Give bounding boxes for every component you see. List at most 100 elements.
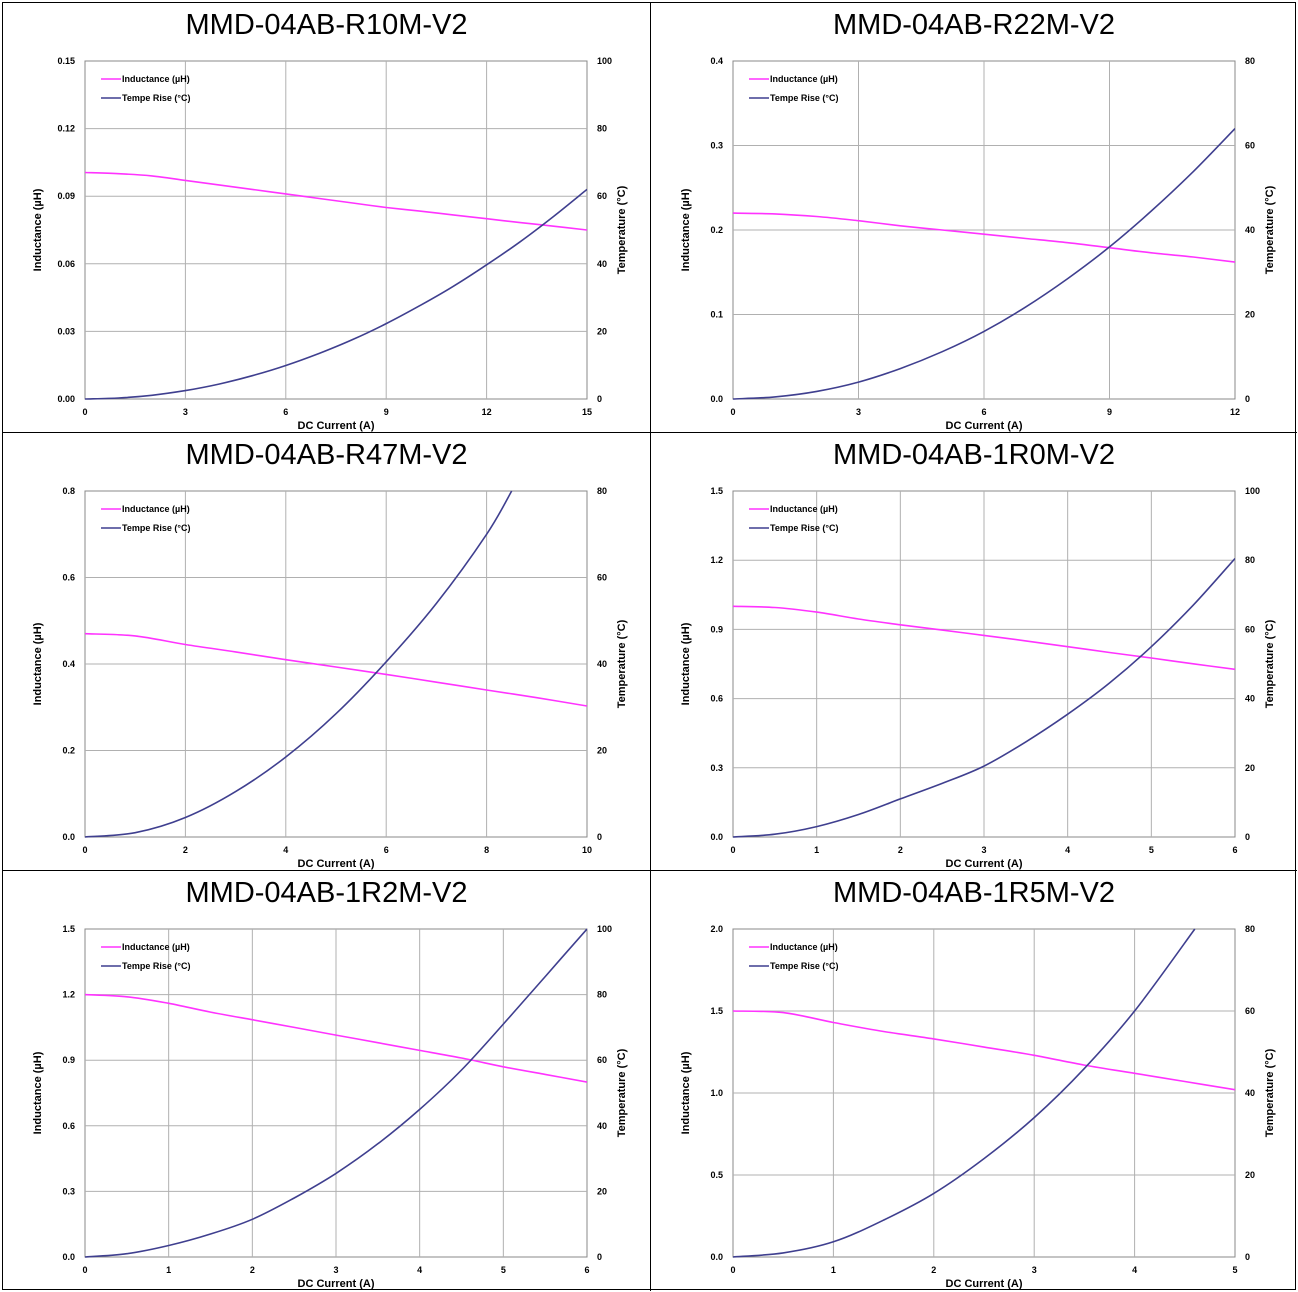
y2-tick-label: 0 bbox=[597, 394, 602, 404]
y2-tick-label: 100 bbox=[1245, 486, 1260, 496]
temperature-series-line bbox=[85, 490, 513, 838]
y2-tick-label: 60 bbox=[597, 1055, 607, 1065]
y-tick-label: 0.12 bbox=[57, 124, 75, 134]
chart-cell-1r2m: MMD-04AB-1R2M-V2 0 1 2 3 4 5 6 0.0 0.3 0.6 0.9 1.2 1… bbox=[3, 871, 651, 1291]
x-tick-label: 1 bbox=[166, 1265, 171, 1275]
y2-tick-label: 60 bbox=[1245, 1006, 1255, 1016]
x-tick-label: 5 bbox=[501, 1265, 506, 1275]
y-tick-label: 1.5 bbox=[710, 486, 723, 496]
x-tick-label: 6 bbox=[584, 1265, 589, 1275]
y-tick-label: 0.4 bbox=[62, 659, 75, 669]
y-tick-label: 0.0 bbox=[710, 1252, 723, 1262]
x-tick-label: 0 bbox=[730, 845, 735, 855]
x-tick-label: 0 bbox=[82, 845, 87, 855]
temperature-series-line bbox=[733, 557, 1235, 838]
y-tick-label: 0.9 bbox=[710, 624, 723, 634]
x-tick-label: 4 bbox=[1132, 1265, 1137, 1275]
y-tick-label: 0.9 bbox=[62, 1055, 75, 1065]
x-tick-label: 6 bbox=[384, 845, 389, 855]
x-axis-title: DC Current (A) bbox=[298, 858, 375, 870]
temperature-series-line bbox=[733, 928, 1196, 1258]
legend-label: Tempe Rise (°C) bbox=[770, 961, 838, 971]
x-tick-label: 0 bbox=[82, 407, 87, 417]
y-tick-label: 0.3 bbox=[62, 1186, 75, 1196]
y2-tick-label: 0 bbox=[597, 1252, 602, 1262]
y-tick-label: 1.2 bbox=[710, 555, 723, 565]
x-tick-label: 2 bbox=[183, 845, 188, 855]
x-axis-title: DC Current (A) bbox=[946, 1278, 1023, 1290]
chart-r22m: 0 3 6 9 12 0.0 0.1 0.2 0.3 0.4 0 20 40 60 80 DC Current… bbox=[680, 56, 1276, 432]
y-tick-label: 0.2 bbox=[710, 225, 723, 235]
x-tick-label: 4 bbox=[1065, 845, 1070, 855]
y-axis-title: Inductance (µH) bbox=[680, 188, 692, 271]
x-tick-label: 3 bbox=[1032, 1265, 1037, 1275]
legend-label: Tempe Rise (°C) bbox=[770, 93, 838, 103]
x-tick-label: 5 bbox=[1232, 1265, 1237, 1275]
chart-cell-r47m: MMD-04AB-R47M-V2 0 2 4 6 8 10 0.0 0.2 0.4 0.6 0.8 0… bbox=[3, 433, 651, 871]
x-tick-label: 3 bbox=[856, 407, 861, 417]
legend-label: Inductance (µH) bbox=[122, 942, 190, 952]
x-tick-label: 2 bbox=[250, 1265, 255, 1275]
x-tick-label: 8 bbox=[484, 845, 489, 855]
chart-cell-1r0m: MMD-04AB-1R0M-V2 0 1 2 3 4 5 6 0.0 0.3 0.6 0.9 1.2 1… bbox=[651, 433, 1297, 871]
y2-tick-label: 100 bbox=[597, 56, 612, 66]
x-tick-label: 3 bbox=[183, 407, 188, 417]
y2-tick-label: 40 bbox=[1245, 225, 1255, 235]
x-tick-label: 10 bbox=[582, 845, 592, 855]
y2-tick-label: 20 bbox=[597, 326, 607, 336]
y2-tick-label: 80 bbox=[597, 990, 607, 1000]
y2-tick-label: 60 bbox=[597, 573, 607, 583]
chart-title: MMD-04AB-R47M-V2 bbox=[185, 439, 468, 471]
y2-tick-label: 40 bbox=[1245, 1088, 1255, 1098]
y2-tick-label: 40 bbox=[1245, 694, 1255, 704]
chart-1r2m: 0 1 2 3 4 5 6 0.0 0.3 0.6 0.9 1.2 1.5 0 20 40 60 80 100 DC … bbox=[32, 924, 628, 1290]
chart-cell-r22m: MMD-04AB-R22M-V2 0 3 6 9 12 0.0 0.1 0.2 0.3 0.4 0 2… bbox=[651, 3, 1297, 433]
y-tick-label: 0.1 bbox=[710, 310, 723, 320]
chart-title: MMD-04AB-1R5M-V2 bbox=[833, 877, 1115, 909]
x-axis-title: DC Current (A) bbox=[298, 1278, 375, 1290]
x-axis-title: DC Current (A) bbox=[946, 858, 1023, 870]
y-tick-label: 1.5 bbox=[710, 1006, 723, 1016]
legend-label: Inductance (µH) bbox=[770, 504, 838, 514]
y-tick-label: 0.2 bbox=[62, 746, 75, 756]
inductance-series-line bbox=[85, 993, 587, 1083]
y2-tick-label: 40 bbox=[597, 1121, 607, 1131]
temperature-series-line bbox=[85, 188, 587, 400]
y-tick-label: 2.0 bbox=[710, 924, 723, 934]
y2-tick-label: 20 bbox=[1245, 1170, 1255, 1180]
x-tick-label: 15 bbox=[582, 407, 592, 417]
temperature-series-line bbox=[733, 128, 1235, 400]
x-tick-label: 2 bbox=[931, 1265, 936, 1275]
inductance-series-line bbox=[85, 632, 587, 707]
y2-tick-label: 20 bbox=[1245, 763, 1255, 773]
y-axis-title: Inductance (µH) bbox=[680, 622, 692, 705]
y-tick-label: 0.00 bbox=[57, 394, 75, 404]
x-tick-label: 2 bbox=[898, 845, 903, 855]
y-tick-label: 0.03 bbox=[57, 326, 75, 336]
x-tick-label: 1 bbox=[831, 1265, 836, 1275]
y-tick-label: 0.0 bbox=[62, 1252, 75, 1262]
y-tick-label: 1.2 bbox=[62, 990, 75, 1000]
x-tick-label: 6 bbox=[1232, 845, 1237, 855]
chart-title: MMD-04AB-R22M-V2 bbox=[833, 9, 1115, 41]
inductance-series-line bbox=[85, 171, 587, 231]
y-tick-label: 1.0 bbox=[710, 1088, 723, 1098]
y2-tick-label: 0 bbox=[1245, 832, 1250, 842]
chart-cell-r10m: MMD-04AB-R10M-V2 0 3 6 9 12 15 0.00 0.03 0.06 0.0… bbox=[3, 3, 651, 433]
y-tick-label: 0.5 bbox=[710, 1170, 723, 1180]
y2-axis-title: Temperature (°C) bbox=[616, 185, 628, 274]
y-tick-label: 0.8 bbox=[62, 486, 75, 496]
y-tick-label: 0.09 bbox=[57, 191, 75, 201]
y-axis-title: Inductance (µH) bbox=[32, 1051, 44, 1134]
y2-tick-label: 100 bbox=[597, 924, 612, 934]
temperature-series-line bbox=[85, 928, 587, 1258]
y-tick-label: 0.4 bbox=[710, 56, 723, 66]
x-tick-label: 0 bbox=[730, 407, 735, 417]
x-tick-label: 9 bbox=[1107, 407, 1112, 417]
chart-1r0m: 0 1 2 3 4 5 6 0.0 0.3 0.6 0.9 1.2 1.5 0 20 40 60 80 100 DC … bbox=[680, 486, 1276, 870]
y2-tick-label: 40 bbox=[597, 659, 607, 669]
x-tick-label: 1 bbox=[814, 845, 819, 855]
y2-tick-label: 20 bbox=[1245, 310, 1255, 320]
x-tick-label: 4 bbox=[417, 1265, 422, 1275]
